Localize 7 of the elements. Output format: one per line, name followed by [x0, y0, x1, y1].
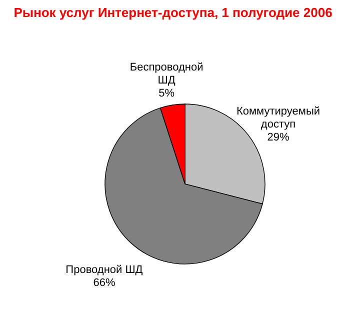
- slice-label: Проводной ШД: [66, 264, 144, 276]
- data-label: 29%: [267, 132, 290, 144]
- chart-title: Рынок услуг Интернет-доступа, 1 полугодие 2006: [14, 5, 332, 20]
- data-label: 5%: [158, 87, 175, 100]
- slice-label: Коммутируемый доступ: [236, 106, 320, 131]
- data-label: 66%: [93, 277, 116, 290]
- slice-label: Беспроводной ШД: [130, 61, 204, 86]
